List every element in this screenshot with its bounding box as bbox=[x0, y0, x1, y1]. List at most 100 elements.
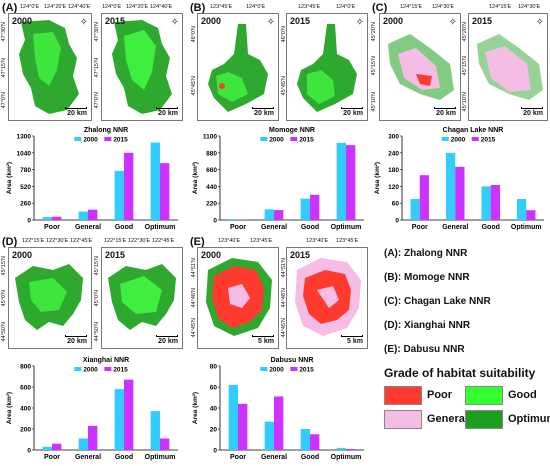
year-label: 2015 bbox=[290, 250, 311, 260]
coord-y: 44°50'N bbox=[1, 322, 7, 342]
scale-bar bbox=[252, 335, 274, 337]
reserve-shape bbox=[208, 24, 268, 112]
year-label: 2000 bbox=[201, 16, 222, 26]
legend-swatch bbox=[260, 367, 268, 371]
coord-x: 122°45'E bbox=[152, 238, 175, 244]
y-tick-label: 60 bbox=[210, 385, 218, 392]
y-tick-label: 180 bbox=[388, 167, 399, 174]
bar-2015 bbox=[310, 434, 320, 450]
y-tick-label: 260 bbox=[20, 201, 31, 208]
coord-y: 47°0'N bbox=[94, 92, 100, 109]
bar-chart-svg: Dabusu NNR 0 20 40 60 80 Area (km²) Poor General… bbox=[192, 357, 364, 461]
legend-swatch bbox=[104, 367, 112, 371]
scale-label: 20 km bbox=[158, 338, 178, 345]
map-zhalong-2015: 2015 ✧ 20 km bbox=[101, 13, 183, 121]
coord-x: 124°30'E bbox=[518, 4, 541, 10]
coord-y: 47°15'N bbox=[94, 58, 100, 78]
bar-2015 bbox=[88, 425, 98, 450]
scale-bar bbox=[156, 335, 178, 337]
panel-label-b: (B) bbox=[190, 2, 206, 14]
panel-label-a: (A) bbox=[2, 2, 18, 14]
coord-y: 45°0'N bbox=[94, 290, 100, 307]
coord-x: 124°0'E bbox=[336, 4, 356, 10]
reserve-shape bbox=[477, 34, 543, 100]
legend-swatch bbox=[441, 137, 449, 141]
scale-label: 5 km bbox=[258, 338, 274, 345]
north-arrow-icon: ✧ bbox=[266, 17, 275, 28]
legend-swatch bbox=[74, 367, 82, 371]
bar-chart-svg: Xianghai NNR 0 200 400 600 800 Area (km²) Poor G… bbox=[6, 357, 178, 461]
legend-label: 2015 bbox=[481, 137, 496, 144]
bar-2015 bbox=[160, 438, 170, 450]
y-tick-label: 60 bbox=[392, 201, 400, 208]
bar-2000 bbox=[228, 219, 238, 220]
bar-chart-svg: Zhalong NNR 0 260 520 780 1040 1300 Area (km²) P… bbox=[6, 127, 178, 231]
coord-y: 45°20'N bbox=[371, 22, 377, 42]
coord-y: 45°15'N bbox=[371, 56, 377, 76]
coord-x: 122°15'E bbox=[22, 238, 45, 244]
coord-y: 47°0'N bbox=[1, 92, 7, 109]
map-chagan-2015: 2015 ✧ 20 km bbox=[468, 13, 548, 121]
bar-2000 bbox=[446, 152, 456, 220]
bar-2015 bbox=[490, 185, 500, 220]
y-tick-label: 80 bbox=[210, 364, 218, 371]
coord-x: 122°30'E bbox=[128, 238, 151, 244]
coord-y: 45°15'N bbox=[94, 256, 100, 276]
key-item-b: (B): Momoge NNR bbox=[384, 272, 470, 283]
bar-2015 bbox=[346, 145, 356, 220]
coord-x: 124°0'E bbox=[20, 4, 40, 10]
scale-label: 20 km bbox=[67, 338, 87, 345]
coord-x: 123°40'E bbox=[306, 238, 329, 244]
category-label: Good bbox=[301, 224, 319, 231]
key-item-a: (A): Zhalong NNR bbox=[384, 248, 468, 259]
bar-2015 bbox=[238, 403, 248, 450]
north-arrow-icon: ✧ bbox=[79, 17, 88, 28]
bar-chart-chagan: Chagan Lake NNR 0 60 120 180 240 300 Area (km²)… bbox=[372, 122, 548, 239]
coord-y: 44°50'N bbox=[94, 322, 100, 342]
scale-bar bbox=[65, 107, 87, 109]
coord-x: 124°30'E bbox=[432, 4, 455, 10]
bar-2000 bbox=[114, 389, 124, 450]
map-momoge-2000: 2000 ✧ 20 km bbox=[197, 13, 279, 121]
legend-label-general: General bbox=[427, 413, 468, 425]
bar-2000 bbox=[114, 170, 124, 220]
legend-label: 2015 bbox=[113, 367, 128, 374]
coord-x: 123°45'E bbox=[250, 238, 273, 244]
bar-2000 bbox=[150, 142, 160, 220]
coord-x: 123°40'E bbox=[218, 238, 241, 244]
scale-bar bbox=[65, 335, 87, 337]
category-label: Poor bbox=[230, 454, 246, 461]
category-label: General bbox=[261, 454, 287, 461]
legend-label: 2000 bbox=[269, 137, 284, 144]
y-tick-label: 120 bbox=[388, 184, 399, 191]
coord-x: 124°20'E bbox=[44, 4, 67, 10]
bar-chart-svg: Momoge NNR 0 220 440 660 880 1100 Area (km²) Poo… bbox=[192, 127, 364, 231]
bar-2000 bbox=[336, 447, 346, 450]
chart-title: Zhalong NNR bbox=[84, 127, 128, 134]
bar-2015 bbox=[346, 448, 356, 450]
year-label: 2015 bbox=[105, 16, 126, 26]
scale-bar bbox=[341, 335, 363, 337]
legend-label: 2000 bbox=[451, 137, 466, 144]
legend-swatch bbox=[471, 137, 479, 141]
chart-title: Momoge NNR bbox=[269, 127, 315, 134]
map-momoge-2015: 2015 ✧ 20 km bbox=[286, 13, 368, 121]
y-tick-label: 800 bbox=[20, 364, 31, 371]
bar-2000 bbox=[336, 142, 346, 220]
map-chagan-2000: 2000 ✧ 20 km bbox=[379, 13, 461, 121]
y-tick-label: 1100 bbox=[203, 134, 217, 141]
y-tick-label: 20 bbox=[210, 427, 218, 434]
coord-y: 47°30'N bbox=[94, 22, 100, 42]
reserve-shape bbox=[108, 264, 176, 330]
bar-chart-dabusu: Dabusu NNR 0 20 40 60 80 Area (km²) Poor General… bbox=[190, 352, 368, 466]
legend-label: 2015 bbox=[299, 367, 314, 374]
scale-label: 5 km bbox=[347, 338, 363, 345]
north-arrow-icon: ✧ bbox=[170, 17, 179, 28]
legend-label: 2015 bbox=[113, 137, 128, 144]
scale-bar bbox=[341, 107, 363, 109]
coord-x: 123°45'E bbox=[210, 4, 233, 10]
legend-swatch-good bbox=[465, 386, 503, 405]
bar-2015 bbox=[274, 396, 284, 450]
coord-x: 124°0'E bbox=[246, 4, 266, 10]
y-axis-label: Area (km²) bbox=[6, 162, 13, 194]
